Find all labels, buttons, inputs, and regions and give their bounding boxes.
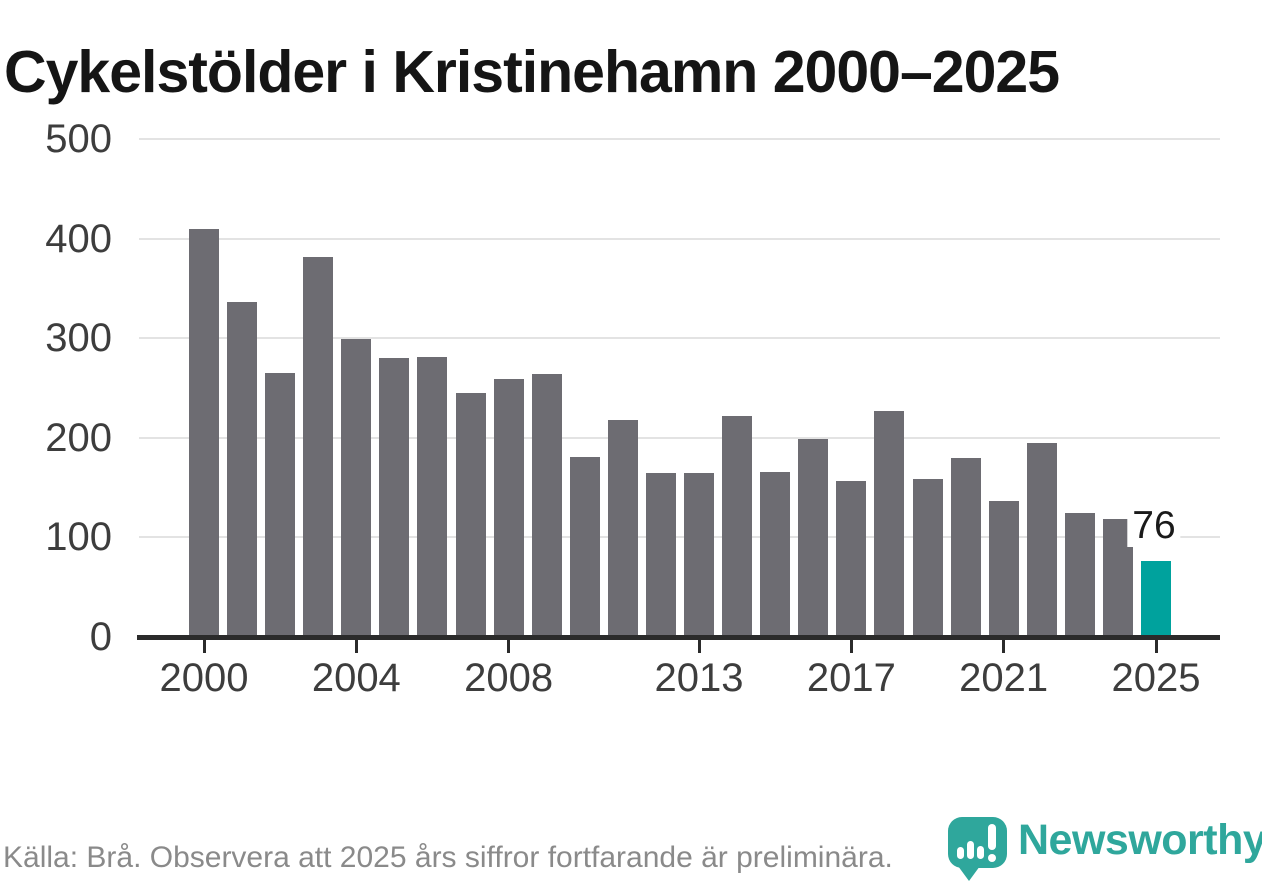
- bar-2011: [607, 419, 638, 637]
- bar-2016: [798, 438, 829, 637]
- x-tick-label: 2000: [159, 656, 249, 700]
- bar-2022: [1026, 442, 1057, 637]
- x-tick-label: 2008: [464, 656, 554, 700]
- plot-area: 76: [139, 138, 1220, 637]
- x-tick-2025: [1154, 640, 1158, 653]
- source-note: Källa: Brå. Observera att 2025 års siffr…: [3, 841, 893, 874]
- bar-2020: [950, 457, 981, 637]
- bar-2007: [455, 392, 486, 637]
- gridline-100: [139, 536, 1220, 539]
- bar-2017: [836, 480, 867, 637]
- bar-2010: [569, 456, 600, 637]
- bar-2019: [912, 478, 943, 637]
- x-tick-label: 2021: [959, 656, 1049, 700]
- bar-2001: [227, 302, 258, 637]
- y-tick-label: 400: [45, 216, 112, 261]
- x-tick-2004: [354, 640, 358, 653]
- logo-bar-icon: [977, 846, 984, 859]
- x-tick-label: 2025: [1111, 656, 1201, 700]
- bar-2006: [417, 357, 448, 637]
- x-tick-2008: [507, 640, 511, 653]
- newsworthy-speech-bubble-icon: [948, 817, 1007, 868]
- bar-2004: [341, 339, 372, 637]
- newsworthy-logo: Newsworthy: [946, 812, 1262, 881]
- x-tick-2021: [1002, 640, 1006, 653]
- x-tick-label: 2004: [311, 656, 401, 700]
- bar-2013: [684, 472, 715, 637]
- y-tick-label: 500: [45, 117, 112, 161]
- logo-wordmark: Newsworthy: [1018, 816, 1262, 864]
- gridline-200: [139, 436, 1220, 439]
- y-tick-label: 100: [45, 515, 112, 560]
- x-tick-label: 2013: [654, 656, 744, 700]
- logo-bar-icon: [967, 841, 974, 859]
- bar-2021: [988, 500, 1019, 637]
- speech-bubble-tail-icon: [958, 866, 980, 881]
- x-axis: 2000 2004 2008 2013 2017 2021 2025: [139, 640, 1220, 720]
- logo-bar-icon: [957, 847, 964, 859]
- bar-2005: [379, 358, 410, 637]
- chart-title: Cykelstölder i Kristinehamn 2000–2025: [4, 38, 1060, 105]
- bar-2023: [1064, 512, 1095, 637]
- bar-2002: [265, 373, 296, 637]
- bar-2025: [1141, 561, 1171, 637]
- bar-2009: [531, 374, 562, 637]
- gridline-300: [139, 337, 1220, 340]
- bar-2008: [493, 379, 524, 637]
- x-axis-line: [137, 635, 1220, 640]
- logo-exclamation-bar-icon: [988, 824, 996, 850]
- bar-2014: [722, 415, 753, 637]
- logo-exclamation-dot-icon: [988, 854, 996, 862]
- value-label: 76: [1127, 505, 1181, 548]
- x-tick-label: 2017: [806, 656, 896, 700]
- y-tick-label: 200: [45, 415, 112, 460]
- y-axis-labels: 0 100 200 300 400 500: [0, 119, 112, 657]
- gridline-500: [139, 138, 1220, 140]
- y-tick-label: 0: [89, 615, 112, 659]
- bar-2003: [303, 256, 334, 637]
- bar-2018: [874, 410, 905, 637]
- x-tick-2017: [849, 640, 853, 653]
- bar-2012: [645, 472, 676, 637]
- gridline-400: [139, 237, 1220, 240]
- y-tick-label: 300: [45, 316, 112, 361]
- x-tick-2013: [697, 640, 701, 653]
- x-tick-2000: [202, 640, 206, 653]
- bar-2000: [189, 228, 219, 637]
- bar-2015: [760, 471, 791, 637]
